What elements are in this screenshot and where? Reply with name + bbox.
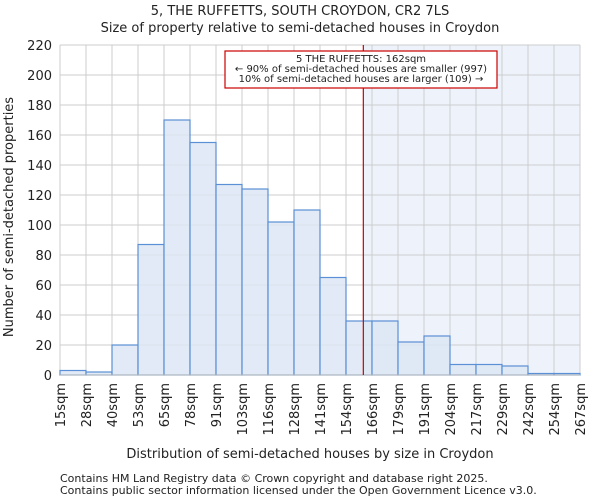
x-tick-label: 91sqm <box>210 383 225 427</box>
y-axis-label: Number of semi-detached properties <box>2 97 17 337</box>
y-tick-label: 220 <box>27 39 52 54</box>
x-tick-label: 267sqm <box>574 383 589 436</box>
y-tick-label: 160 <box>27 129 52 144</box>
y-tick-label: 60 <box>35 279 52 294</box>
x-tick-label: 154sqm <box>340 383 355 436</box>
x-tick-label: 40sqm <box>106 383 121 427</box>
histogram-bar <box>345 320 373 376</box>
x-tick-label: 116sqm <box>262 383 277 436</box>
histogram-bar <box>189 141 217 376</box>
histogram-bar <box>449 363 477 376</box>
x-tick-label: 65sqm <box>158 383 173 427</box>
histogram-bar <box>423 335 451 376</box>
x-tick-label: 166sqm <box>366 383 381 436</box>
x-tick-label: 128sqm <box>288 383 303 436</box>
y-tick-label: 140 <box>27 159 52 174</box>
x-tick-label: 28sqm <box>80 383 95 427</box>
histogram-bar <box>163 119 191 376</box>
histogram-bar <box>397 341 425 376</box>
x-tick-label: 15sqm <box>54 383 69 427</box>
x-tick-label: 53sqm <box>132 383 147 427</box>
histogram-bar <box>293 209 321 376</box>
y-tick-label: 0 <box>44 369 52 384</box>
histogram-bar <box>319 276 347 376</box>
highlight-region <box>363 45 580 375</box>
annotation-line-3: 10% of semi-detached houses are larger (… <box>239 74 484 85</box>
histogram-bar <box>111 344 139 376</box>
annotation-box <box>224 50 498 89</box>
histogram-bar <box>371 320 399 376</box>
x-tick-label: 254sqm <box>548 383 563 436</box>
x-tick-label: 204sqm <box>444 383 459 436</box>
x-tick-label: 179sqm <box>392 383 407 436</box>
x-tick-label: 191sqm <box>418 383 433 436</box>
y-tick-label: 200 <box>27 69 52 84</box>
y-tick-label: 180 <box>27 99 52 114</box>
histogram-bar <box>59 369 87 376</box>
x-tick-label: 141sqm <box>314 383 329 436</box>
y-tick-label: 80 <box>35 249 52 264</box>
y-tick-label: 100 <box>27 219 52 234</box>
footer-line-2: Contains public sector information licen… <box>60 484 537 497</box>
y-tick-label: 40 <box>35 309 52 324</box>
histogram-bar <box>215 183 243 376</box>
footer-line-1: Contains HM Land Registry data © Crown c… <box>60 472 488 485</box>
y-tick-label: 20 <box>35 339 52 354</box>
x-tick-label: 242sqm <box>522 383 537 436</box>
annotation-line-2: ← 90% of semi-detached houses are smalle… <box>235 64 487 75</box>
x-tick-label: 103sqm <box>236 383 251 436</box>
histogram-bar <box>501 365 529 376</box>
x-axis-label: Distribution of semi-detached houses by … <box>126 447 493 462</box>
y-tick-label: 120 <box>27 189 52 204</box>
chart-subtitle: Size of property relative to semi-detach… <box>101 21 500 36</box>
x-tick-label: 78sqm <box>184 383 199 427</box>
histogram-bar <box>241 188 269 376</box>
histogram-bar <box>267 221 295 376</box>
x-tick-label: 229sqm <box>496 383 511 436</box>
histogram-bar <box>475 363 503 376</box>
histogram-bar <box>137 243 165 376</box>
annotation-line-1: 5 THE RUFFETTS: 162sqm <box>296 54 426 65</box>
x-tick-label: 217sqm <box>470 383 485 436</box>
chart-title: 5, THE RUFFETTS, SOUTH CROYDON, CR2 7LS <box>151 4 449 19</box>
